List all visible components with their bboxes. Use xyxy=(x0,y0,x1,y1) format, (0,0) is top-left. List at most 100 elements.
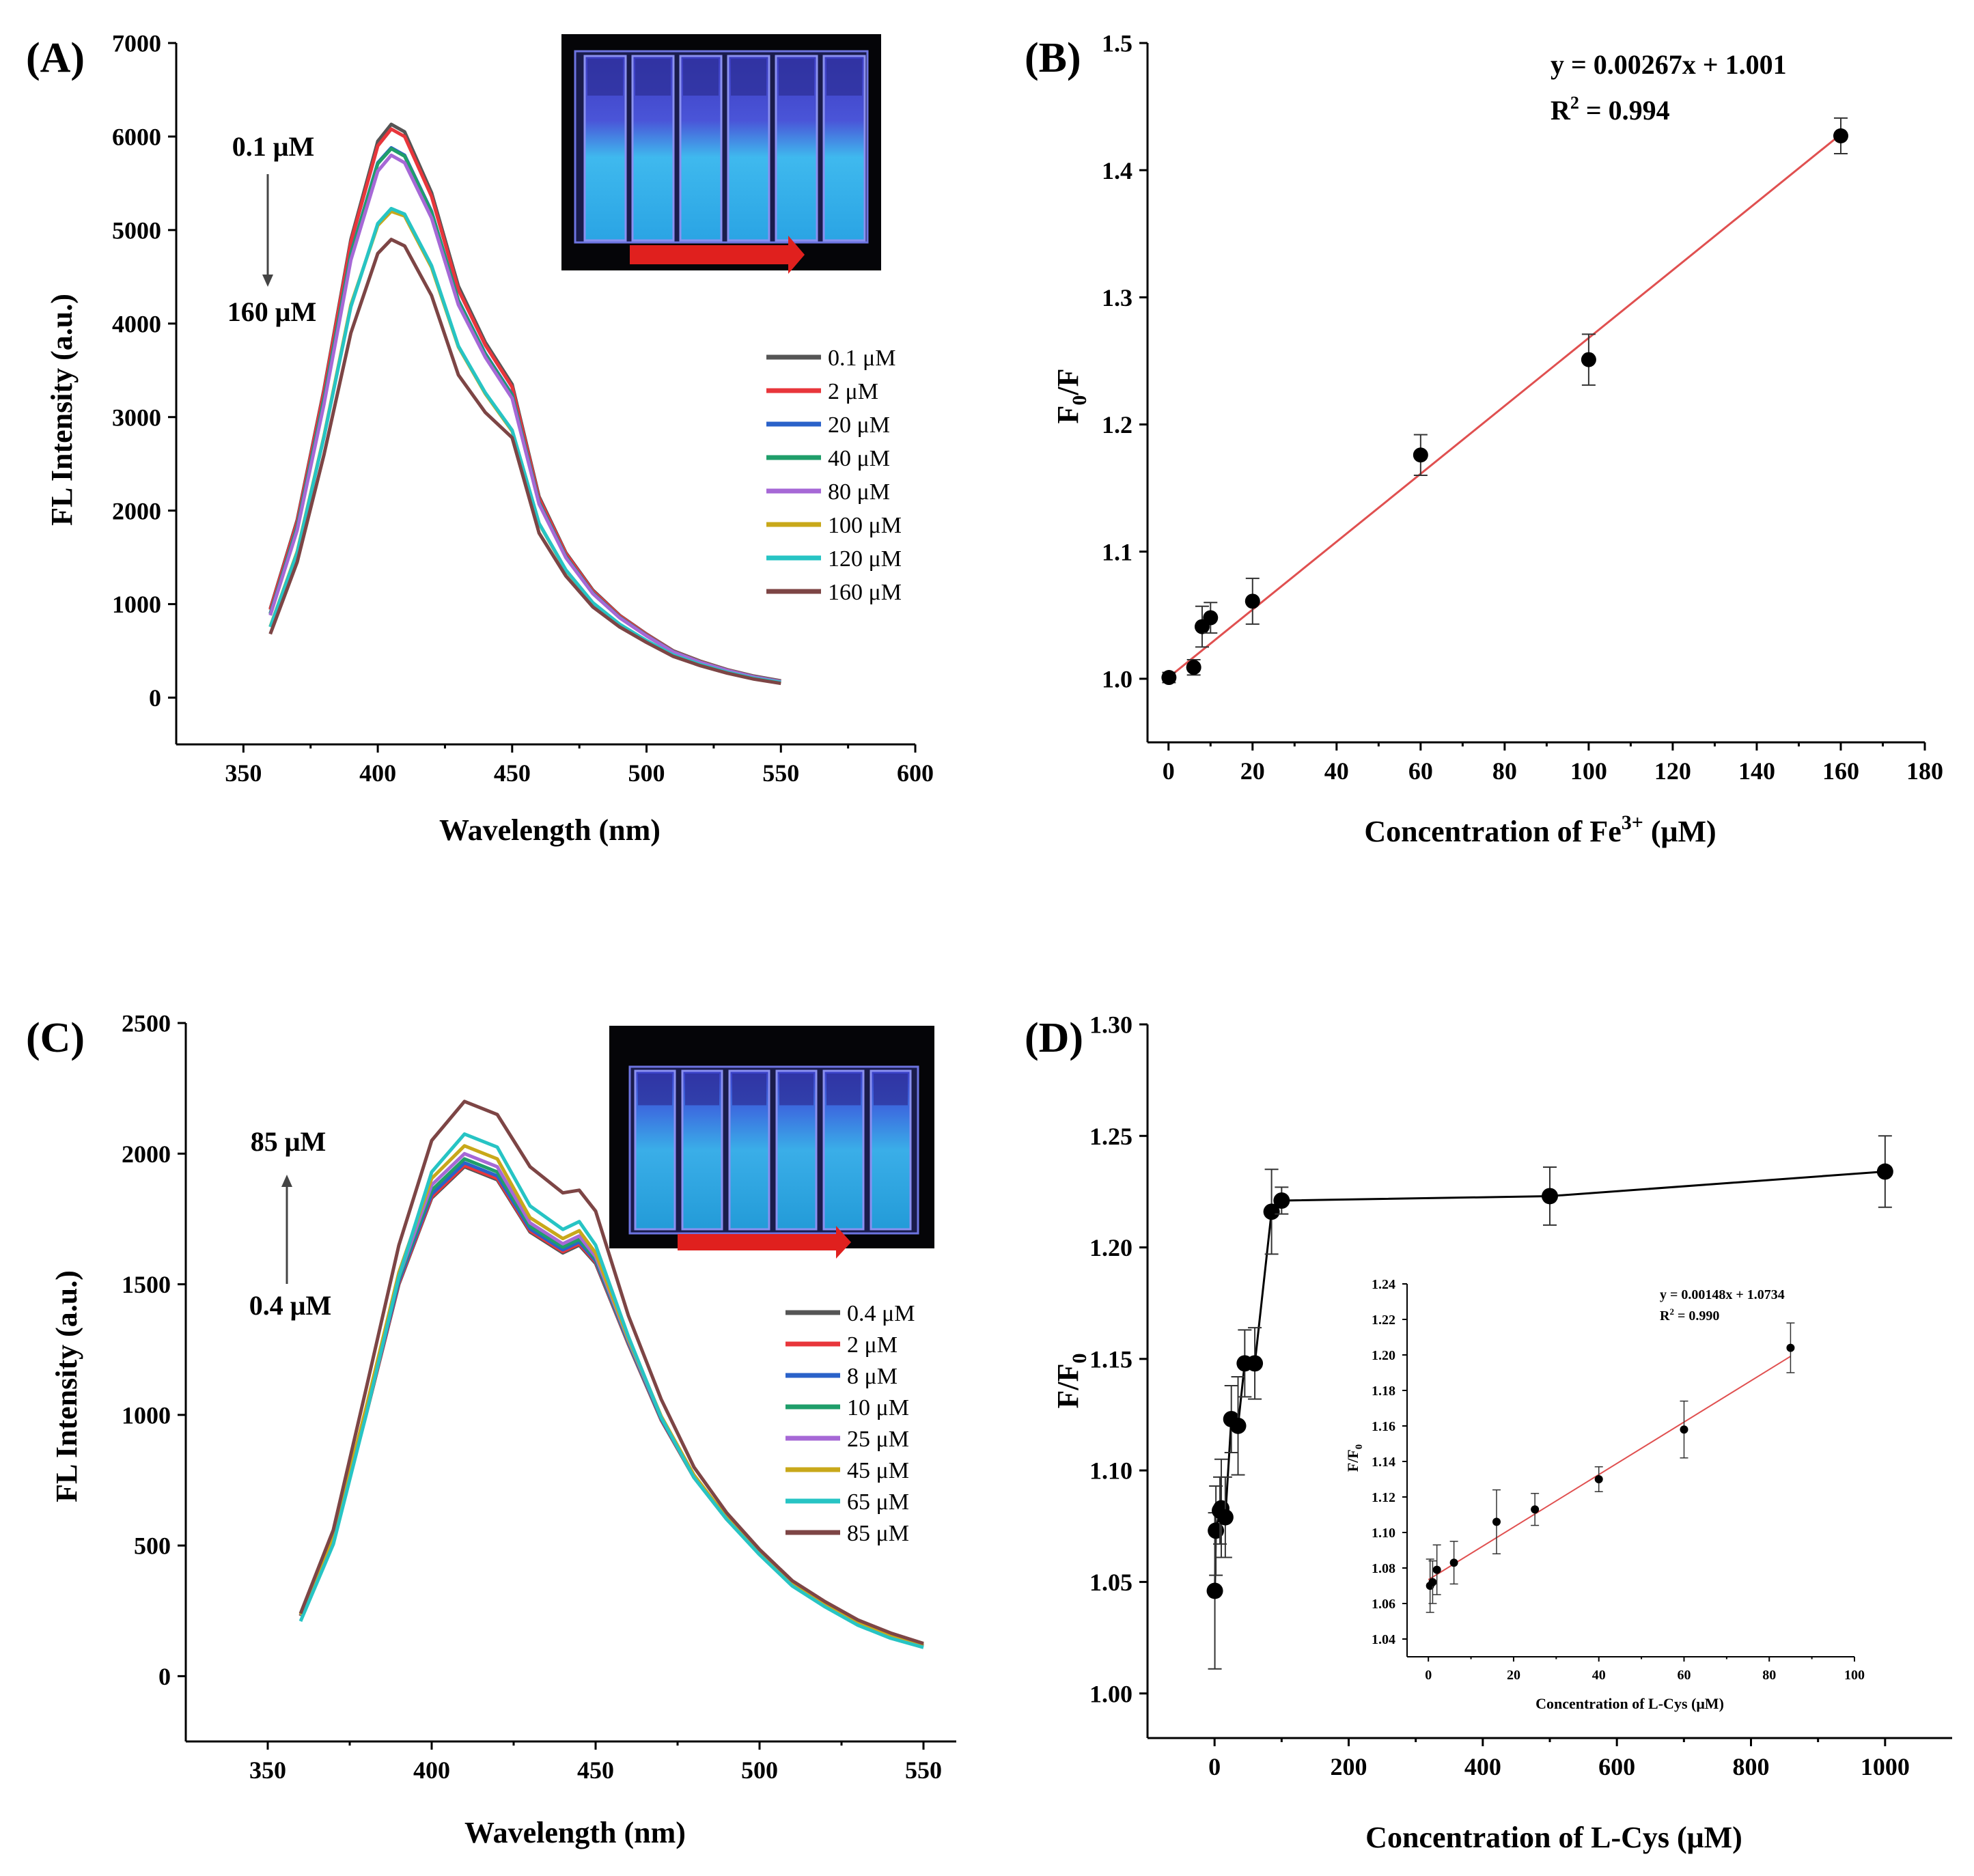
panel-a-axes: 350 400 450 500 550 6000100020003000400050006… xyxy=(112,30,934,787)
panel-a-cuvette-top xyxy=(731,59,766,96)
panel-b-data-point xyxy=(1186,660,1201,675)
panel-a-y-tick-label: 2000 xyxy=(112,497,161,524)
panel-d-y-tick-label: 1.30 xyxy=(1089,1011,1132,1039)
panel-c-legend-label: 0.4 μM xyxy=(847,1301,915,1326)
panel-d-data-point xyxy=(1273,1192,1290,1209)
panel-b-data-point xyxy=(1161,670,1177,686)
panel-c-legend-label: 25 μM xyxy=(847,1427,909,1452)
panel-d-inset-data-point xyxy=(1680,1425,1688,1434)
panel-b: (B) 0 20 40 60 80 100 120 140 160 180 1.0 1.1 1.2 1.3… xyxy=(1025,30,1943,848)
panel-a-cuvette-top xyxy=(683,59,719,96)
panel-d-inset-data-point xyxy=(1594,1475,1603,1483)
panel-c-y-tick-label: 0 xyxy=(158,1663,171,1690)
panel-a-legend-label: 2 μM xyxy=(828,379,878,404)
panel-d-inset-ylabel: F/F0 xyxy=(1344,1444,1365,1472)
panel-a-legend: 0.1 μM 2 μM 20 μM 40 μM 80 μM 100 μM 120 μM 160… xyxy=(766,346,902,605)
panel-c-cuvette-top xyxy=(826,1074,861,1106)
panel-c-cuvette-photo xyxy=(609,1026,934,1259)
panel-d-y-tick-label: 1.00 xyxy=(1089,1680,1132,1707)
panel-b-x-tick-label: 120 xyxy=(1654,757,1691,785)
panel-d-y-tick-label: 1.15 xyxy=(1089,1345,1132,1373)
panel-d-inset-x-tick-label: 20 xyxy=(1507,1668,1520,1683)
panel-d-x-tick-label: 1000 xyxy=(1861,1753,1910,1780)
panel-d-inset-y-tick-label: 1.06 xyxy=(1372,1597,1395,1612)
panel-d-inset-y-tick-label: 1.12 xyxy=(1372,1490,1395,1505)
panel-a-arrowhead xyxy=(262,275,273,287)
panel-a-y-tick-label: 7000 xyxy=(112,30,161,57)
panel-a-cuvette-top xyxy=(826,59,862,96)
panel-b-x-tick-label: 180 xyxy=(1906,757,1943,785)
panel-a-annot-bottom: 160 μM xyxy=(227,296,316,327)
panel-d-inset-y-tick-label: 1.20 xyxy=(1372,1348,1395,1363)
panel-b-data-point xyxy=(1203,610,1219,626)
panel-d-ylabel: F/F0 xyxy=(1051,1354,1091,1409)
panel-d-inset-y-tick-label: 1.10 xyxy=(1372,1526,1395,1541)
panel-a-series-line xyxy=(268,238,781,686)
panel-a-label: (A) xyxy=(26,35,85,81)
panel-d-y-tick-label: 1.05 xyxy=(1089,1569,1132,1596)
panel-c-lines xyxy=(298,1100,924,1649)
panel-a-annot-top: 0.1 μM xyxy=(232,131,314,162)
panel-d-xlabel: Concentration of L-Cys (μM) xyxy=(1365,1821,1742,1854)
panel-d-label: (D) xyxy=(1025,1015,1083,1061)
panel-a-x-tick-label: 550 xyxy=(762,759,799,787)
panel-d-x-tick-label: 0 xyxy=(1208,1753,1221,1780)
panel-d-data-point xyxy=(1542,1188,1558,1205)
panel-a-y-tick-label: 4000 xyxy=(112,310,161,337)
panel-b-x-tick-label: 40 xyxy=(1324,757,1349,785)
panel-c-xlabel: Wavelength (nm) xyxy=(464,1816,686,1849)
panel-c-ylabel: FL Intensity (a.u.) xyxy=(50,1270,83,1502)
panel-b-y-tick-label: 1.4 xyxy=(1102,157,1132,184)
panel-c-y-tick-label: 1500 xyxy=(122,1271,171,1298)
panel-d-inset-data-point xyxy=(1786,1343,1795,1352)
panel-b-y-tick-label: 1.3 xyxy=(1102,284,1132,311)
panel-c-legend: 0.4 μM 2 μM 8 μM 10 μM 25 μM 45 μM 65 μM 85 μM xyxy=(786,1301,915,1546)
panel-a-series-line xyxy=(268,153,781,684)
panel-a-legend-label: 100 μM xyxy=(828,513,902,538)
panel-d-data-point xyxy=(1229,1417,1247,1434)
panel-c: (C) 350 400 450 500 55005001000150020002500 … xyxy=(26,1010,956,1849)
panel-d-inset-x-tick-label: 100 xyxy=(1844,1668,1865,1683)
panel-c-cuvette-top xyxy=(732,1074,766,1106)
panel-d-inset-x-tick-label: 60 xyxy=(1677,1668,1691,1683)
panel-d-x-tick-label: 600 xyxy=(1598,1753,1635,1780)
panel-c-legend-label: 45 μM xyxy=(847,1458,909,1483)
panel-b-plot xyxy=(1161,117,1848,686)
panel-c-red-arrow xyxy=(678,1234,836,1250)
panel-d-data-point xyxy=(1263,1203,1280,1220)
panel-b-fit-line xyxy=(1167,133,1841,679)
panel-d-inset-y-tick-label: 1.18 xyxy=(1372,1384,1395,1399)
panel-c-x-tick-label: 500 xyxy=(741,1756,778,1784)
panel-a-y-tick-label: 0 xyxy=(149,684,161,712)
panel-a-y-tick-label: 1000 xyxy=(112,591,161,618)
panel-d-data-point xyxy=(1876,1163,1893,1180)
panel-a-x-tick-label: 400 xyxy=(359,759,396,787)
panel-d-inset-data-point xyxy=(1492,1517,1501,1526)
panel-a-ylabel: FL Intensity (a.u.) xyxy=(45,294,79,526)
panel-b-x-tick-label: 60 xyxy=(1408,757,1433,785)
panel-c-y-tick-label: 2500 xyxy=(122,1010,171,1037)
panel-b-data-point xyxy=(1413,447,1428,463)
panel-a-x-tick-label: 350 xyxy=(225,759,262,787)
panel-a: (A) 350 400 450 500 550 600010002000300040005… xyxy=(26,30,934,847)
panel-b-y-tick-label: 1.5 xyxy=(1102,30,1132,57)
panel-c-arrowhead xyxy=(281,1175,292,1187)
panel-d: (D) 0 200 400 600 800 10001.001.051.101.151.2… xyxy=(1025,1011,1952,1854)
panel-d-x-tick-label: 200 xyxy=(1331,1753,1367,1780)
panel-a-legend-label: 20 μM xyxy=(828,412,890,438)
panel-c-legend-label: 85 μM xyxy=(847,1521,909,1546)
panel-c-y-tick-label: 2000 xyxy=(122,1140,171,1168)
panel-b-ylabel: F0/F xyxy=(1051,369,1091,424)
panel-d-inset-r2: R2 = 0.990 xyxy=(1660,1306,1719,1324)
panel-b-x-tick-label: 0 xyxy=(1163,757,1175,785)
panel-b-x-tick-label: 80 xyxy=(1492,757,1517,785)
panel-a-cuvette-photo xyxy=(561,34,881,274)
panel-d-x-tick-label: 800 xyxy=(1733,1753,1770,1780)
panel-d-inset-y-tick-label: 1.22 xyxy=(1372,1313,1395,1328)
panel-d-inset-data-point xyxy=(1428,1578,1437,1586)
panel-b-r2: R2 = 0.994 xyxy=(1551,93,1670,126)
panel-d-inset-y-tick-label: 1.04 xyxy=(1372,1632,1395,1647)
panel-b-y-tick-label: 1.2 xyxy=(1102,411,1132,438)
panel-a-cuvette-top xyxy=(587,59,623,96)
